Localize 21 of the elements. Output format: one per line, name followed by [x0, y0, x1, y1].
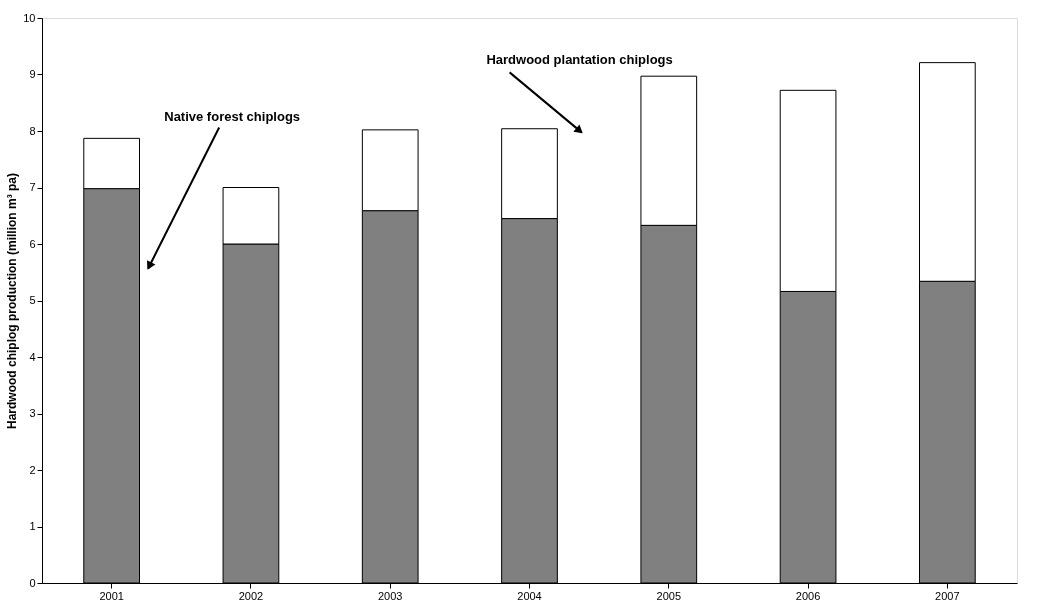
y-tick-label: 3	[29, 407, 36, 419]
x-tick-label: 2003	[377, 589, 403, 602]
y-tick-label: 5	[29, 294, 36, 306]
x-tick-label: 2002	[238, 589, 264, 602]
x-tick-label: 2006	[795, 589, 821, 602]
annotation: Hardwood plantation chiplogs	[486, 52, 673, 68]
y-tick-label: 7	[29, 181, 36, 193]
y-tick-label: 10	[23, 11, 36, 24]
y-tick-label: 6	[29, 237, 36, 250]
x-tick-label: 2001	[99, 589, 124, 602]
x-tick-label: 2004	[517, 589, 542, 602]
y-tick-label: 1	[29, 520, 36, 532]
x-tick-label: 2005	[656, 589, 682, 602]
y-tick-label: 9	[29, 68, 36, 80]
y-tick-label: 2	[29, 463, 36, 476]
annotation: Native forest chiplogs	[164, 109, 301, 125]
y-tick-label: 0	[29, 576, 36, 589]
y-axis-title: Hardwood chiplog production (million m³ pa)	[5, 173, 20, 429]
y-tick-label: 4	[29, 350, 36, 363]
x-tick-label: 2007	[935, 589, 960, 602]
y-tick-label: 8	[29, 124, 36, 137]
